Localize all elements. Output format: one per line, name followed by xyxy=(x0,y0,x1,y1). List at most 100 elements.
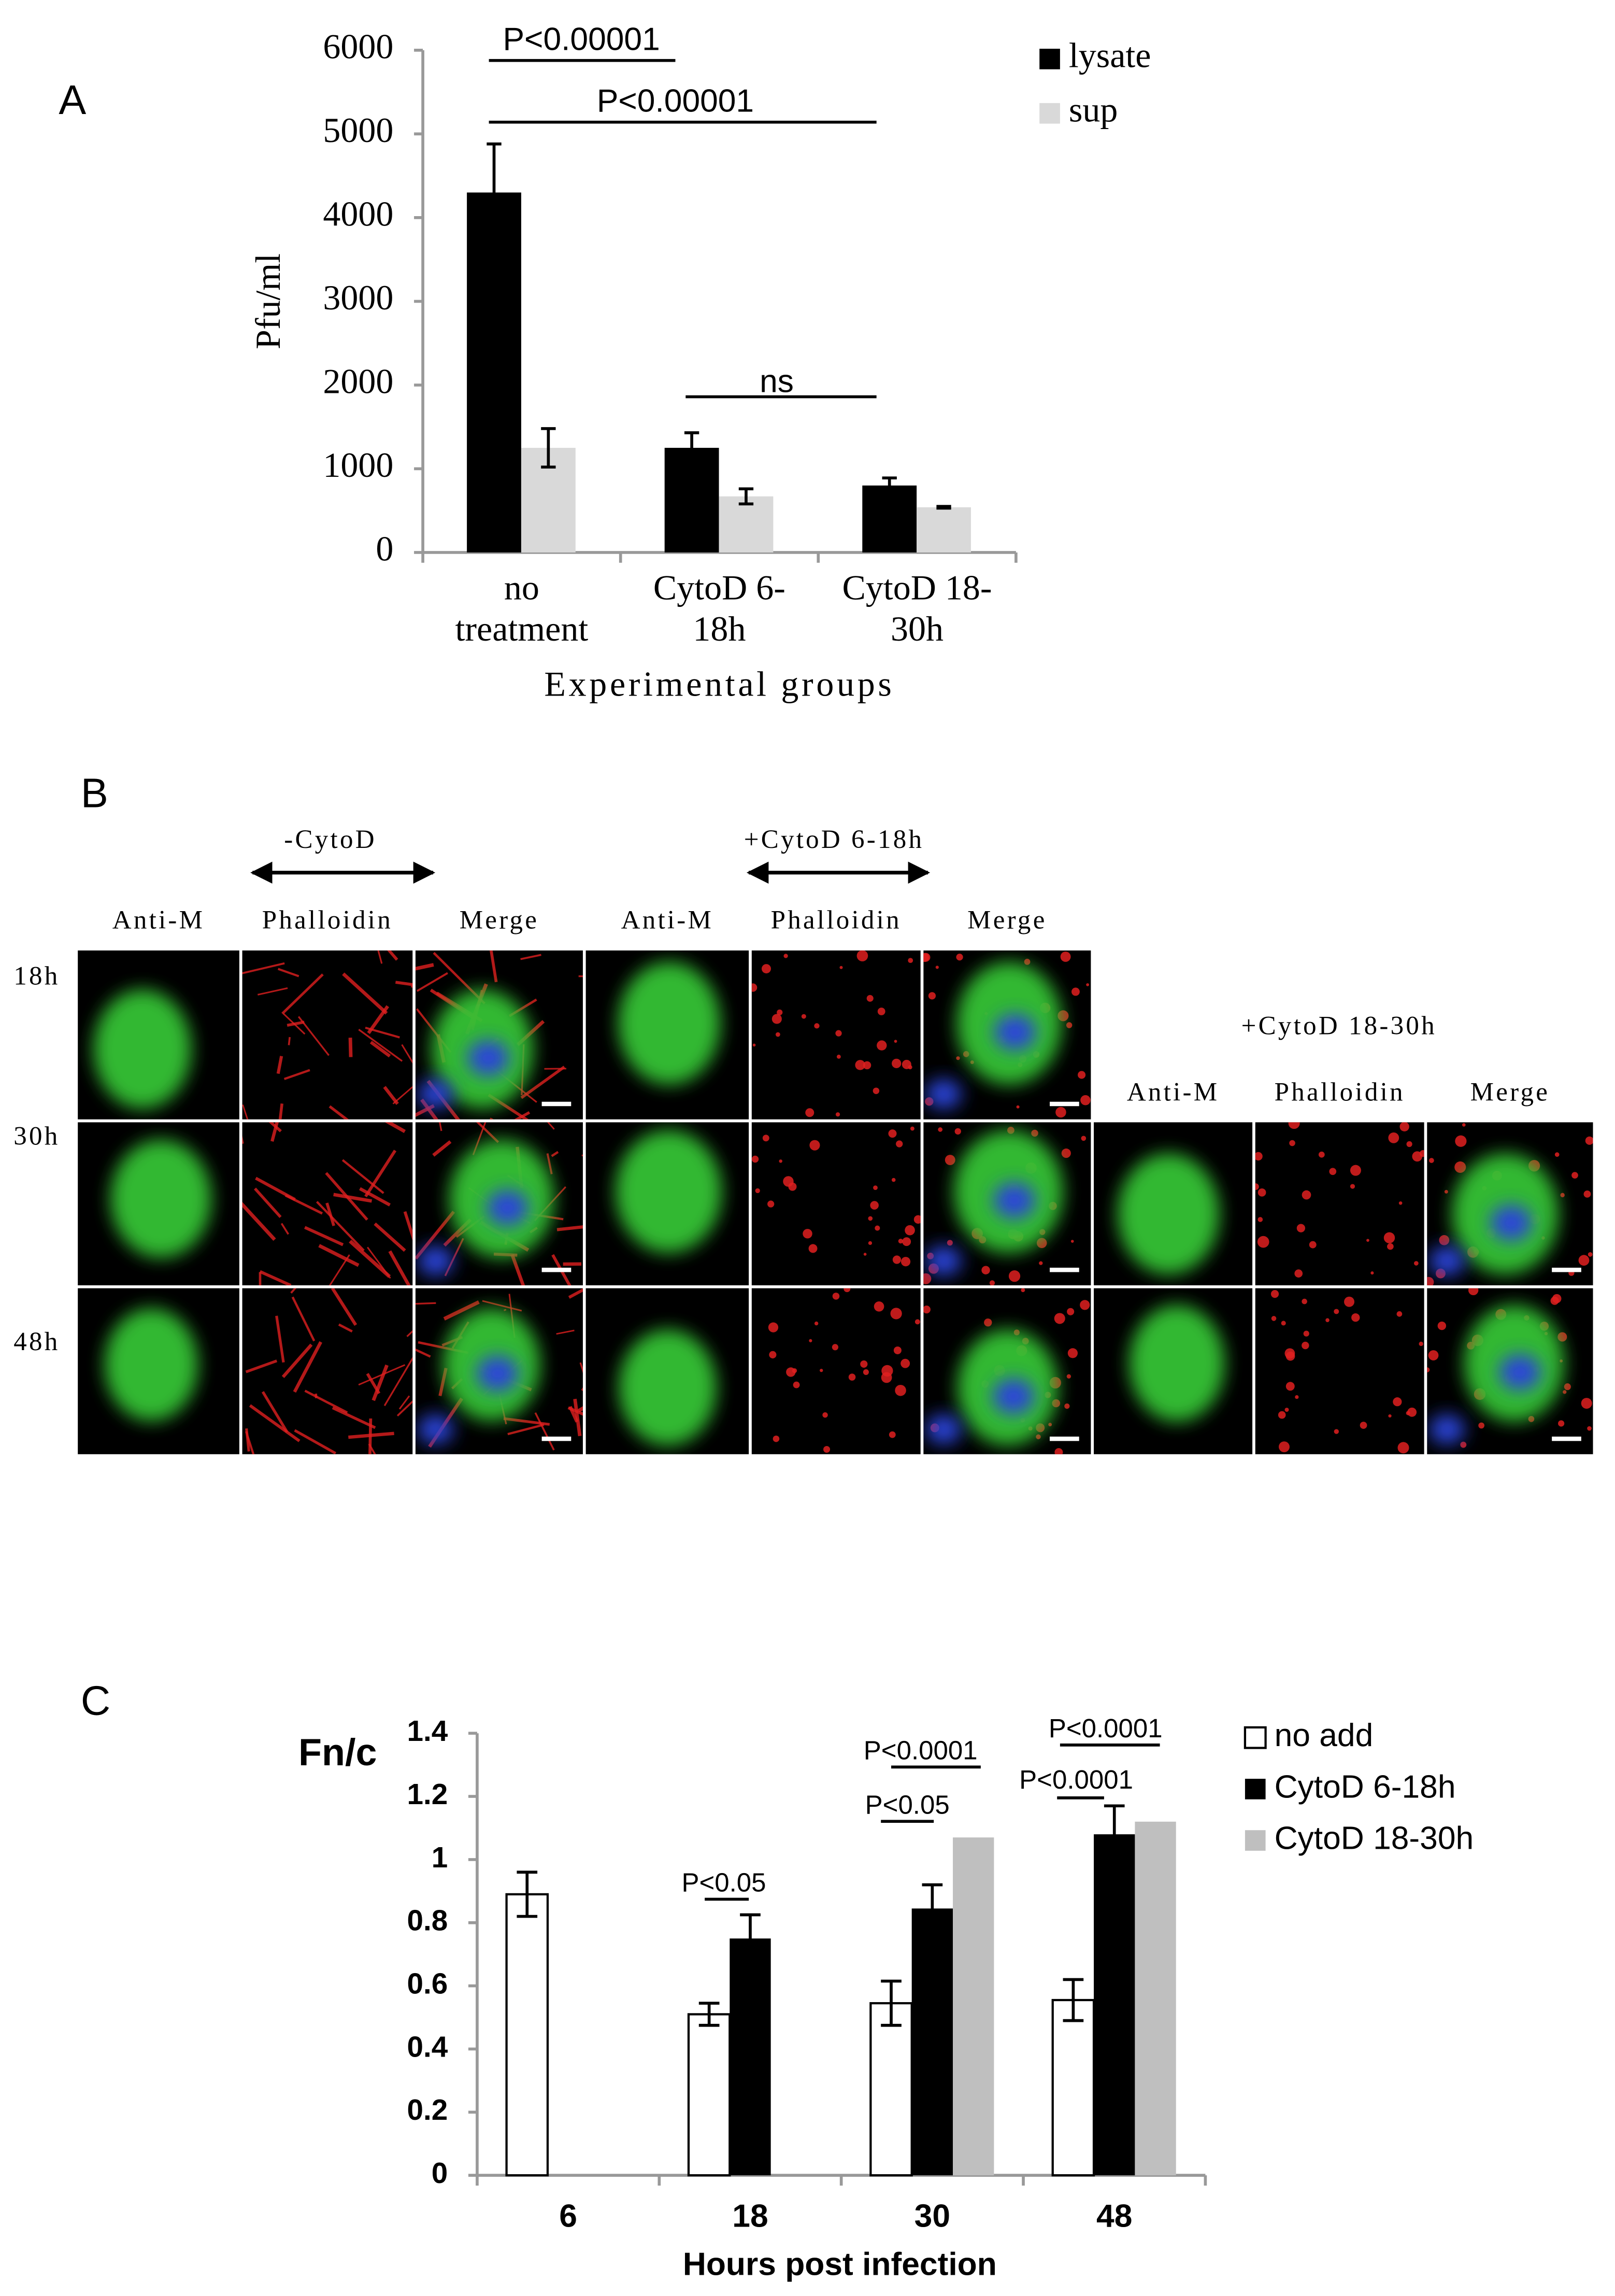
actin-dot xyxy=(1067,1308,1075,1315)
actin-dot xyxy=(898,1239,903,1244)
actin-fiber xyxy=(281,973,324,1015)
infected-cell xyxy=(1117,1153,1220,1274)
actin-dot xyxy=(801,1014,806,1019)
actin-fiber xyxy=(367,1005,390,1034)
y-tick-label: 5000 xyxy=(323,110,393,150)
actin-dot xyxy=(910,1126,914,1131)
actin-dot xyxy=(1285,1351,1295,1361)
actin-dot xyxy=(1061,1149,1071,1158)
actin-fiber xyxy=(579,1362,583,1373)
actin-dot xyxy=(1054,1448,1063,1454)
actin-dot xyxy=(1360,1422,1367,1429)
actin-fiber xyxy=(556,1329,575,1335)
actin-dot xyxy=(844,1288,851,1293)
scale-bar xyxy=(1050,1436,1079,1441)
actin-dot xyxy=(822,1412,828,1418)
infected-cell xyxy=(110,1140,211,1258)
actin-dot xyxy=(1302,1298,1307,1305)
channel-label: Phalloidin xyxy=(771,906,902,935)
actin-dot xyxy=(1325,1318,1330,1323)
actin-dot xyxy=(1295,1395,1299,1399)
legend-label: lysate xyxy=(1069,35,1151,75)
actin-dot xyxy=(1071,987,1080,996)
micrograph-content xyxy=(1117,1153,1220,1274)
actin-dot xyxy=(835,1112,840,1117)
actin-fiber xyxy=(261,1391,289,1433)
x-axis-title: Experimental groups xyxy=(544,664,894,703)
bar xyxy=(687,2013,731,2177)
x-tick-label-box: 30 xyxy=(914,2198,950,2234)
micrograph-content xyxy=(615,1130,722,1253)
micrograph xyxy=(1094,1288,1253,1454)
actin-dot xyxy=(1439,1235,1450,1245)
actin-fiber xyxy=(556,1225,583,1231)
actin-fiber xyxy=(388,1250,411,1285)
actin-dot xyxy=(1563,1390,1567,1394)
actin-dot xyxy=(875,1225,880,1231)
actin-dot xyxy=(1585,1136,1593,1145)
actin-dot xyxy=(775,1032,780,1037)
legend-swatch xyxy=(1245,1779,1266,1799)
actin-dot xyxy=(1454,1161,1466,1173)
x-tick-label: CytoD 6-18h xyxy=(653,570,785,649)
actin-dot xyxy=(1080,1095,1091,1106)
actin-dot xyxy=(814,1023,820,1029)
actin-dot xyxy=(835,1030,842,1037)
actin-dot xyxy=(1578,1255,1590,1266)
actin-dot xyxy=(1564,1383,1571,1391)
time-label: 18h xyxy=(13,961,60,990)
time-label: 48h xyxy=(13,1327,60,1356)
actin-fiber xyxy=(384,1122,406,1133)
actin-dot xyxy=(1419,1150,1424,1157)
actin-dot xyxy=(755,1188,760,1194)
significance-label: P<0.0001 xyxy=(1049,1713,1163,1743)
actin-fiber xyxy=(568,1288,583,1299)
actin-fiber xyxy=(278,1103,283,1119)
actin-dot xyxy=(1285,1382,1295,1391)
micrograph-content xyxy=(245,1288,413,1454)
actin-dot xyxy=(769,1351,777,1358)
actin-dot xyxy=(1478,1422,1484,1429)
actin-dot xyxy=(1571,1172,1578,1179)
actin-dot xyxy=(1334,1309,1339,1314)
actin-fiber xyxy=(331,1288,358,1326)
actin-fiber xyxy=(284,1194,323,1215)
actin-dot xyxy=(866,995,874,1002)
micrograph xyxy=(751,950,921,1119)
actin-dot xyxy=(1081,1136,1087,1141)
actin-dot xyxy=(793,1381,800,1388)
actin-fiber xyxy=(387,950,398,961)
infected-cell xyxy=(1129,1305,1225,1422)
actin-fiber xyxy=(281,1343,313,1378)
actin-fiber xyxy=(415,1211,455,1260)
bar xyxy=(467,192,521,552)
micrograph-content xyxy=(415,1122,583,1285)
actin-fiber xyxy=(503,1417,550,1426)
actin-dot xyxy=(1329,1168,1337,1175)
y-tick-label: 0.4 xyxy=(407,2031,448,2063)
legend-swatch xyxy=(1244,1726,1267,1749)
channel-label: Anti-M xyxy=(112,906,205,935)
actin-dot xyxy=(1462,1123,1466,1127)
actin-dot xyxy=(908,1065,912,1070)
actin-dot xyxy=(1257,1217,1263,1222)
actin-dot xyxy=(1296,1224,1306,1232)
significance-label: P<0.0001 xyxy=(864,1736,978,1765)
actin-fiber xyxy=(403,1211,413,1241)
actin-dot xyxy=(783,954,788,958)
actin-dot xyxy=(895,1384,906,1396)
actin-dot xyxy=(809,1339,812,1342)
actin-dot xyxy=(1581,1398,1592,1409)
actin-fiber xyxy=(291,1296,316,1342)
y-tick-label: 3000 xyxy=(323,278,393,317)
micrograph-content xyxy=(104,1308,198,1421)
actin-fiber xyxy=(420,1098,439,1119)
error-bar xyxy=(881,1979,902,2027)
micrograph-bg xyxy=(751,1122,921,1285)
actin-dot xyxy=(1396,1311,1403,1317)
actin-dot xyxy=(892,1058,902,1068)
actin-dot xyxy=(1393,1397,1402,1407)
actin-fiber xyxy=(341,1159,384,1194)
actin-dot xyxy=(1031,1129,1038,1137)
